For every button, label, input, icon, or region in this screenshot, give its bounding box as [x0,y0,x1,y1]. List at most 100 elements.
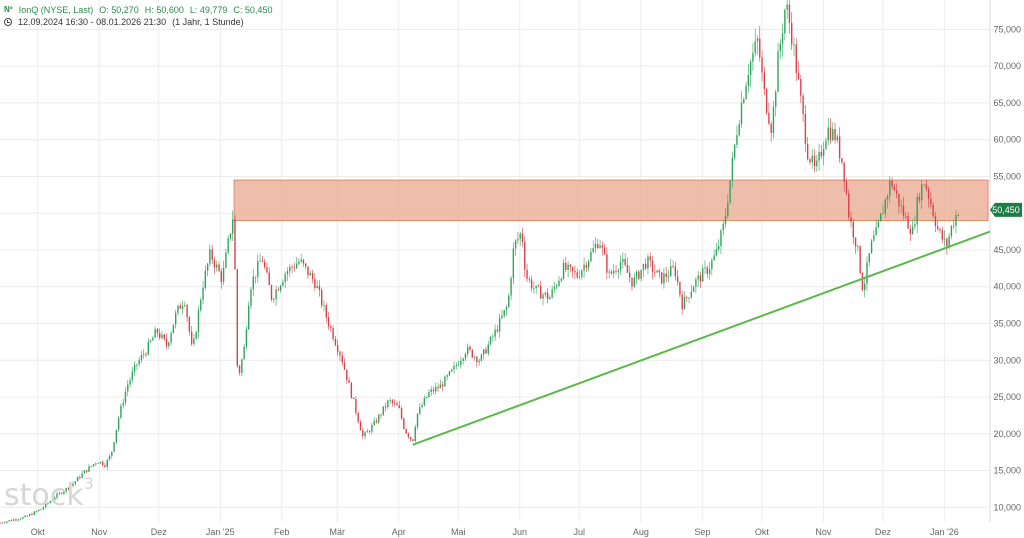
candle-down [218,261,220,272]
candle-up [364,431,366,440]
candle-up [184,301,186,308]
candle-body [660,272,663,284]
candle-body [937,226,939,229]
candle-up [692,285,695,292]
candle-body [394,402,396,404]
candle-body [930,198,932,205]
candle-body [211,249,213,260]
candle-body [327,317,330,327]
candle-up [756,35,759,55]
candle-body [581,270,583,278]
x-tick-label: Okt [31,527,46,537]
candle-down [615,264,617,275]
candle-body [152,337,154,341]
candle-down [396,400,398,406]
x-tick-label: Jan '25 [206,527,235,537]
candle-up [779,38,781,60]
candle-body [67,488,70,490]
candle-up [492,334,494,342]
candle-body [81,473,83,478]
date-range[interactable]: 12.09.2024 16:30 - 08.01.2026 21:30 [18,17,167,27]
candle-up [204,265,207,291]
candle-up [811,149,813,169]
candle-up [419,403,421,416]
candle-down [530,275,533,292]
candle-body [551,289,553,298]
candle-down [802,93,804,123]
candle-body [914,224,916,227]
candle-body [916,196,918,225]
candle-down [905,212,907,220]
candle-down [574,265,576,280]
candle-body [473,356,476,358]
candle-body [884,199,886,214]
candle-body [809,159,811,163]
candle-body [193,338,195,344]
candle-body [33,511,35,515]
candle-up [720,228,722,255]
candle-down [1,522,3,524]
candle-up [503,309,505,319]
candle-body [791,22,793,45]
last-price-tag: 50,450 [990,202,1022,217]
candle-up [229,233,232,242]
candle-body [117,417,120,430]
candle-down [526,263,528,282]
candle-down [85,470,88,474]
candle-body [676,276,679,283]
candle-body [533,288,535,289]
candle-body [624,258,626,265]
candle-body [832,128,834,141]
candle-body [695,279,697,287]
instrument-title[interactable]: IonQ (NYSE, Last) [18,5,94,15]
trendline-line [412,230,991,446]
candle-up [170,330,172,346]
candle-body [503,310,505,316]
candle-up [453,361,455,374]
candle-up [480,353,483,362]
candle-body [679,282,681,295]
candle-body [784,9,786,34]
candle-body [925,184,928,189]
candle-body [879,213,882,222]
candle-body [357,412,359,422]
candle-up [448,370,451,377]
candle-down [350,381,353,400]
candle-up [473,355,476,361]
candle-body [941,230,943,240]
candle-up [92,463,95,468]
candle-body [200,299,202,311]
candle-down [318,280,321,297]
candle-body [795,44,797,73]
candle-body [617,270,620,272]
candle-body [540,286,542,299]
candle-down [236,268,238,369]
candle-down [932,201,934,218]
candle-body [715,249,718,256]
candle-body [759,38,761,58]
candle-body [268,272,270,286]
candle-body [378,414,380,423]
support-trendline[interactable] [412,230,991,446]
resistance-zone[interactable] [233,179,989,222]
candle-down [571,266,574,278]
candle-body [857,246,859,247]
candle-body [179,305,181,309]
candle-up [717,239,720,252]
candle-body [195,331,197,339]
candle-up [74,480,76,486]
candle-body [209,249,211,264]
candle-up [147,338,150,356]
candle-body [154,329,156,338]
candle-body [127,384,129,392]
candle-down [957,213,959,217]
candle-up [578,270,581,280]
candle-body [848,193,850,218]
candle-down [524,235,526,278]
candle-up [28,513,31,517]
candle-body [263,261,266,268]
candle-body [622,258,624,262]
candle-down [813,149,816,173]
candle-down [674,262,677,281]
